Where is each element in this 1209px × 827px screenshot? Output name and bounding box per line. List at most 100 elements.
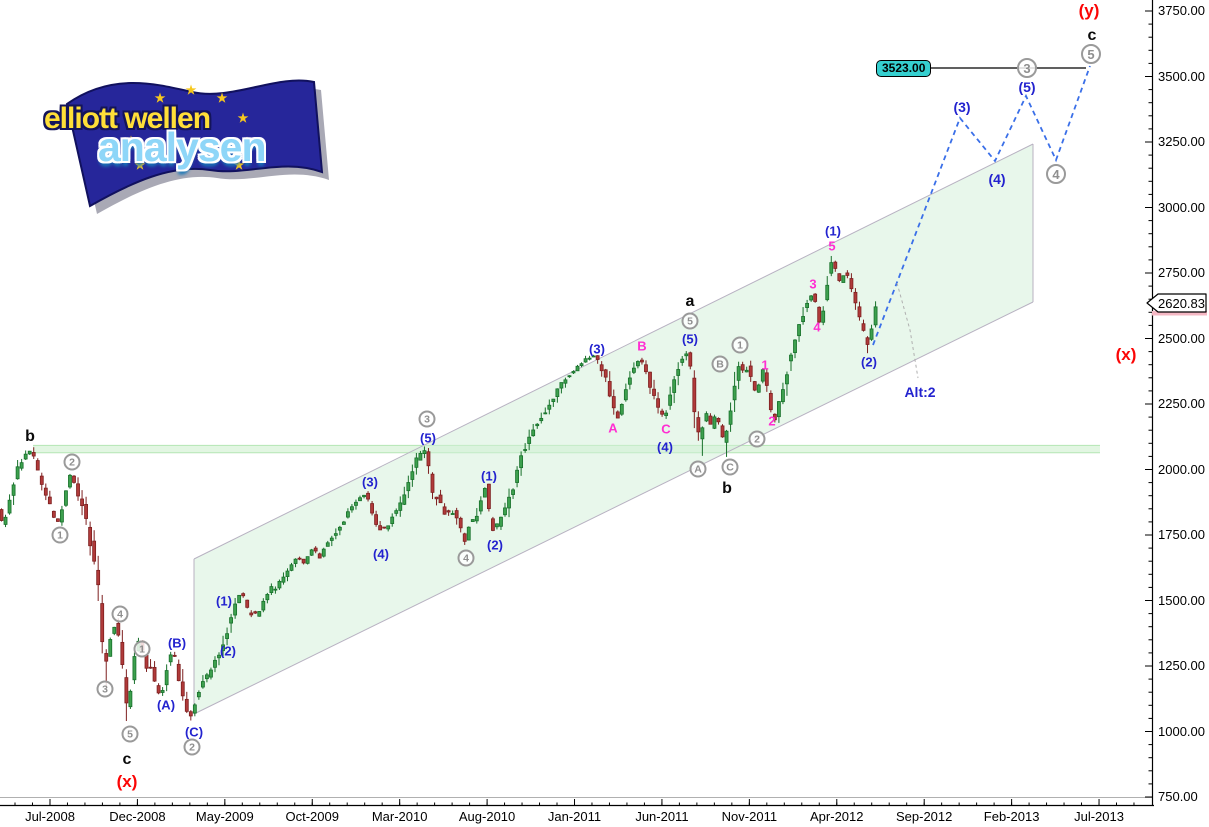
candle-body: [523, 449, 528, 451]
axes: [0, 0, 1154, 807]
candle-body: [84, 504, 88, 519]
candle-body: [64, 490, 68, 506]
candle-body: [378, 525, 383, 531]
candle-body: [289, 564, 294, 571]
candle-body: [285, 570, 290, 577]
candle-body: [168, 654, 173, 663]
candle-body: [486, 483, 491, 510]
candle-body: [623, 389, 628, 401]
candle-body: [652, 388, 656, 396]
candles: [0, 255, 878, 722]
candle-body: [656, 398, 660, 408]
candle-body: [543, 412, 548, 415]
candle-body: [374, 514, 379, 525]
candle-body: [720, 425, 725, 438]
candle-body: [329, 537, 334, 541]
channel-edge: [193, 301, 1034, 715]
candle-body: [265, 594, 270, 601]
candle-body: [354, 501, 358, 506]
candle-body: [841, 275, 846, 283]
candle-body: [144, 654, 149, 669]
candle-body: [503, 507, 507, 516]
candle-body: [470, 519, 475, 522]
candle-body: [293, 558, 298, 564]
candle-body: [744, 369, 749, 373]
candle-body: [668, 394, 673, 406]
candle-body: [644, 364, 648, 373]
candle-body: [539, 417, 544, 422]
candle-body: [627, 377, 632, 385]
candle-body: [27, 450, 32, 455]
candle-body: [269, 586, 274, 593]
candle-body: [547, 404, 552, 410]
candle-body: [301, 558, 306, 564]
candle-body: [857, 306, 862, 318]
candle-body: [740, 364, 745, 371]
candle-body: [458, 517, 463, 529]
candle-body: [478, 500, 483, 512]
candle-body: [454, 510, 459, 519]
candle-body: [100, 603, 105, 643]
candle-body: [684, 353, 689, 357]
candle-body: [422, 450, 427, 455]
candle-body: [321, 548, 326, 557]
candle-body: [418, 453, 423, 461]
candle-body: [3, 516, 8, 525]
candle-body: [575, 365, 580, 372]
candle-body: [768, 392, 773, 411]
svg-text:★: ★: [155, 91, 166, 105]
candle-body: [225, 633, 229, 639]
svg-text:★: ★: [217, 91, 228, 105]
candle-body: [748, 365, 753, 377]
candle-body: [229, 617, 233, 624]
candle-body: [660, 410, 664, 415]
candle-body: [386, 525, 391, 530]
candle-body: [172, 654, 177, 657]
candle-body: [716, 417, 721, 423]
candle-body: [853, 291, 858, 304]
candle-body: [346, 511, 350, 518]
candle-body: [108, 639, 113, 657]
candle-body: [362, 494, 366, 498]
candle-body: [801, 316, 805, 323]
candle-body: [241, 593, 246, 597]
candle-body: [35, 460, 40, 471]
candle-body: [756, 384, 761, 393]
trend-channel: [193, 143, 1034, 715]
candle-body: [120, 641, 125, 665]
candle-body: [551, 398, 556, 402]
candle-body: [281, 576, 286, 583]
current-price-tag-shape: [1146, 293, 1207, 316]
candle-body: [382, 526, 387, 529]
svg-text:★: ★: [234, 158, 245, 172]
candle-body: [434, 496, 439, 500]
candle-body: [837, 273, 842, 281]
candle-body: [760, 369, 765, 382]
candle-body: [688, 352, 693, 367]
candle-body: [474, 515, 479, 522]
candle-body: [579, 363, 584, 366]
candle-body: [309, 549, 314, 556]
candle-body: [527, 436, 532, 444]
candle-body: [873, 306, 878, 326]
candle-body: [607, 381, 612, 397]
candle-body: [426, 451, 431, 467]
candle-body: [237, 594, 242, 604]
candle-body: [764, 372, 769, 386]
candle-body: [535, 423, 540, 427]
candle-body: [865, 337, 870, 345]
candle-body: [833, 261, 838, 269]
candle-body: [43, 487, 48, 496]
candle-body: [333, 533, 338, 536]
logo-text-line2: analysen: [98, 124, 266, 170]
candle-body: [68, 474, 72, 488]
candle-body: [615, 411, 620, 419]
candle-body: [136, 640, 141, 652]
candle-body: [446, 510, 451, 513]
candle-body: [789, 354, 793, 362]
candle-body: [821, 310, 826, 323]
candle-body: [724, 430, 729, 443]
candle-body: [555, 388, 560, 397]
candle-body: [253, 611, 258, 614]
